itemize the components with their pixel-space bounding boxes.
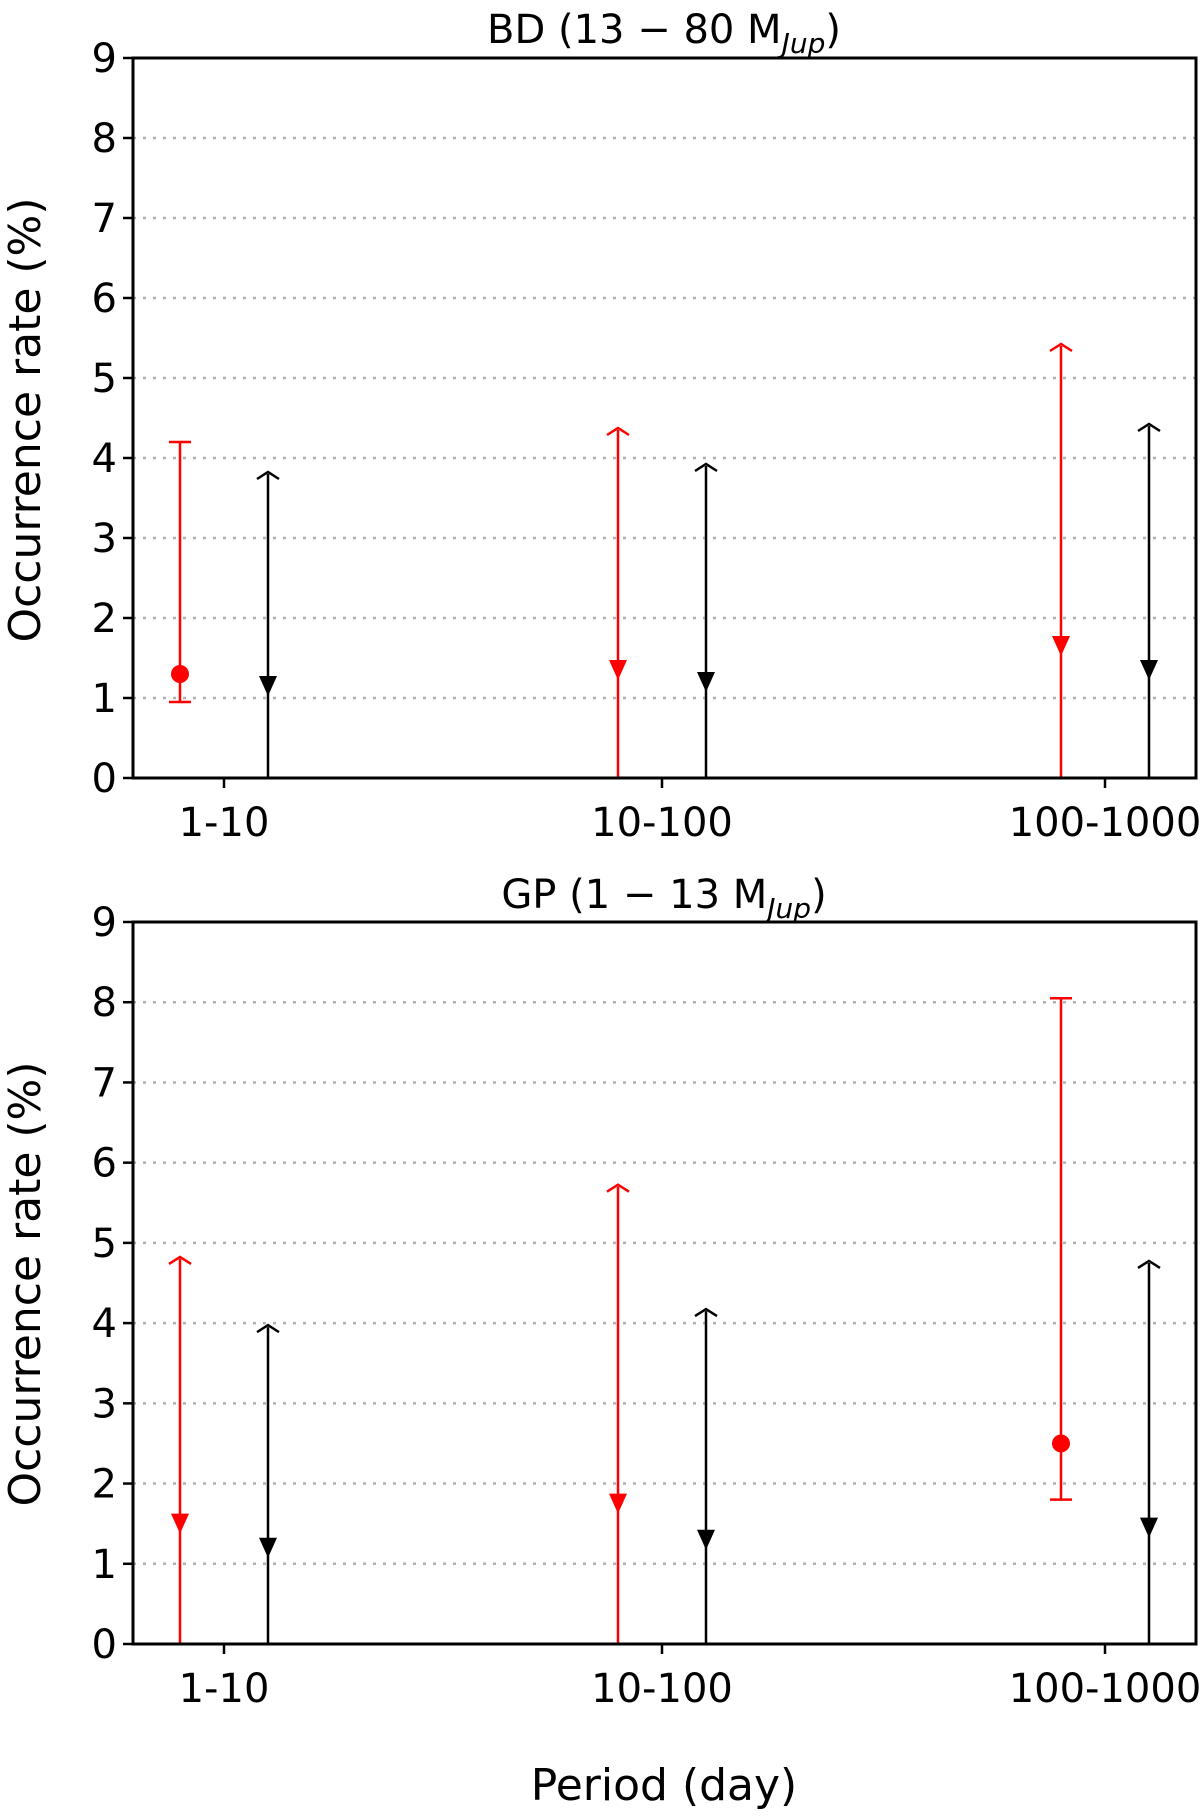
upper-limit-marker bbox=[171, 1513, 189, 1534]
y-tick-label: 2 bbox=[92, 1462, 117, 1508]
data-marks bbox=[168, 996, 1161, 1644]
y-tick-label: 4 bbox=[92, 1301, 117, 1347]
upper-limit-marker bbox=[1052, 636, 1070, 656]
y-tick-label: 8 bbox=[92, 980, 117, 1026]
data-point bbox=[1137, 1259, 1161, 1644]
y-tick-label: 4 bbox=[92, 436, 117, 482]
data-point bbox=[606, 1183, 630, 1644]
upper-limit-cap bbox=[256, 1323, 280, 1334]
y-tick-label: 3 bbox=[92, 516, 117, 562]
upper-limit-cap bbox=[168, 1255, 192, 1265]
y-axis-label: Occurrence rate (%) bbox=[0, 1061, 51, 1506]
y-tick-label: 6 bbox=[92, 276, 117, 322]
y-ticks: 0 1 2 3 4 5 6 7 8 9 bbox=[92, 36, 133, 802]
y-tick-label: 3 bbox=[92, 1381, 117, 1427]
grid bbox=[133, 136, 1196, 700]
x-axis-label: Period (day) bbox=[531, 1760, 797, 1811]
y-tick-label: 8 bbox=[92, 116, 117, 162]
y-tick-label: 7 bbox=[92, 196, 117, 242]
x-ticks: 1-10 10-100 100-1000 bbox=[179, 778, 1200, 846]
upper-limit-marker bbox=[1140, 1517, 1158, 1538]
x-ticks: 1-10 10-100 100-1000 bbox=[179, 1644, 1200, 1712]
point-marker bbox=[171, 665, 189, 683]
y-tick-label: 7 bbox=[92, 1060, 117, 1106]
upper-limit-cap bbox=[256, 470, 280, 481]
panel-gp: GP (1 − 13 MJup) Occurrence rate (%) 0 1 2… bbox=[0, 872, 1200, 1712]
x-tick-label: 100-1000 bbox=[1009, 1666, 1200, 1712]
upper-limit-cap bbox=[694, 1307, 718, 1318]
data-point bbox=[1050, 996, 1072, 1501]
upper-limit-marker bbox=[697, 672, 715, 692]
plot-frame bbox=[131, 920, 1198, 1646]
y-tick-label: 6 bbox=[92, 1141, 117, 1187]
upper-limit-cap bbox=[694, 462, 718, 473]
x-tick-label: 10-100 bbox=[591, 800, 733, 846]
data-point bbox=[256, 470, 280, 778]
upper-limit-marker bbox=[609, 660, 627, 680]
y-tick-label: 5 bbox=[92, 1221, 117, 1267]
y-tick-label: 9 bbox=[92, 36, 117, 82]
data-point bbox=[1049, 342, 1073, 778]
y-tick-label: 1 bbox=[92, 1542, 117, 1588]
y-tick-label: 9 bbox=[92, 900, 117, 946]
data-point bbox=[256, 1323, 280, 1644]
y-tick-label: 0 bbox=[92, 1622, 117, 1668]
upper-limit-cap bbox=[1049, 342, 1073, 353]
panel-bd: BD (13 − 80 MJup) Occurrence rate (%) 0 1… bbox=[0, 7, 1200, 846]
x-tick-label: 1-10 bbox=[179, 1666, 270, 1712]
panel-title: BD (13 − 80 MJup) bbox=[487, 7, 841, 60]
x-tick-label: 100-1000 bbox=[1009, 800, 1200, 846]
data-point bbox=[169, 440, 191, 704]
upper-limit-cap bbox=[1137, 1259, 1161, 1269]
y-tick-label: 2 bbox=[92, 596, 117, 642]
data-point bbox=[694, 462, 718, 778]
upper-limit-marker bbox=[609, 1493, 627, 1514]
y-tick-label: 5 bbox=[92, 356, 117, 402]
upper-limit-marker bbox=[697, 1529, 715, 1550]
point-marker bbox=[1052, 1434, 1070, 1453]
upper-limit-cap bbox=[606, 1183, 630, 1193]
upper-limit-cap bbox=[1137, 422, 1161, 433]
upper-limit-marker bbox=[259, 1537, 277, 1558]
data-point bbox=[694, 1307, 718, 1644]
data-point bbox=[1137, 422, 1161, 778]
y-axis-label: Occurrence rate (%) bbox=[0, 197, 51, 642]
y-tick-label: 0 bbox=[92, 756, 117, 802]
data-point bbox=[168, 1255, 192, 1644]
upper-limit-cap bbox=[606, 426, 630, 437]
y-tick-label: 1 bbox=[92, 676, 117, 722]
upper-limit-marker bbox=[1140, 660, 1158, 680]
x-tick-label: 10-100 bbox=[591, 1666, 733, 1712]
plot-frame bbox=[131, 56, 1198, 780]
panel-title: GP (1 − 13 MJup) bbox=[501, 872, 826, 925]
grid bbox=[133, 1000, 1196, 1566]
upper-limit-marker bbox=[259, 676, 277, 696]
data-marks bbox=[169, 342, 1161, 778]
x-tick-label: 1-10 bbox=[179, 800, 270, 846]
data-point bbox=[606, 426, 630, 778]
y-ticks: 0 1 2 3 4 5 6 7 8 9 bbox=[92, 900, 133, 1668]
